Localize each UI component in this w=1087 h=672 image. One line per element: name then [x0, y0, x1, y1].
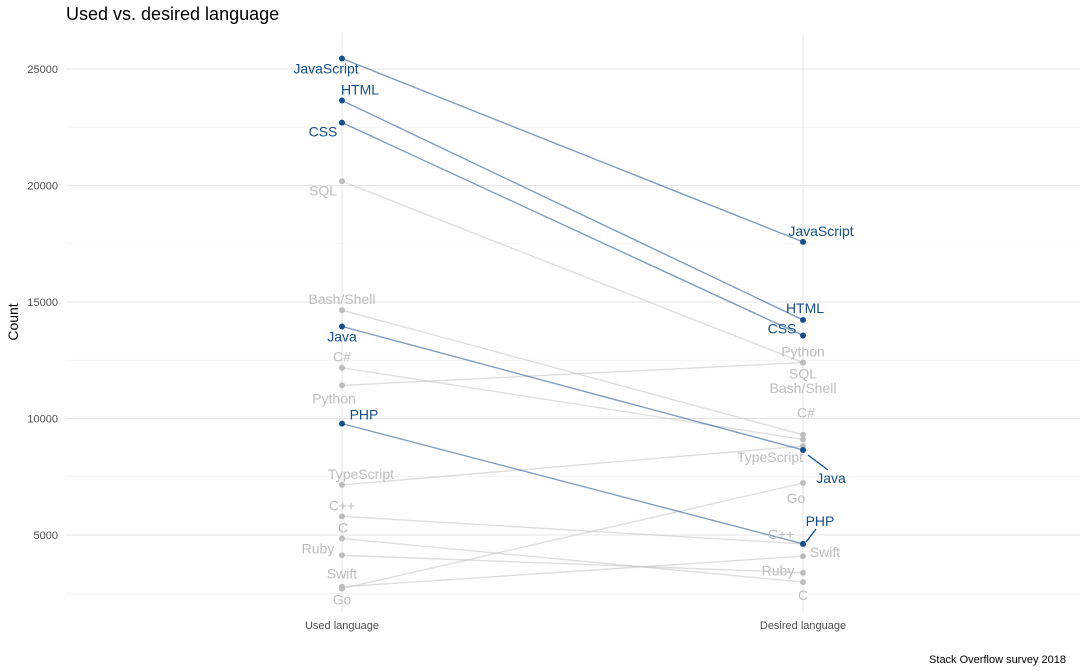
data-point	[800, 359, 806, 366]
data-point	[339, 97, 345, 104]
point-label: Python	[312, 390, 356, 406]
data-point	[339, 420, 345, 427]
data-point	[800, 332, 806, 339]
series-line	[341, 482, 804, 590]
data-point	[339, 535, 345, 542]
point-label: TypeScript	[328, 466, 394, 482]
point-label: CSS	[768, 321, 797, 337]
series-line	[341, 537, 804, 583]
data-points	[339, 55, 806, 592]
y-tick-label: 5000	[34, 530, 58, 542]
data-point	[800, 446, 806, 453]
data-point	[800, 579, 806, 586]
series-line	[341, 121, 804, 337]
point-label: Java	[327, 328, 357, 344]
series-line	[341, 99, 804, 321]
point-label: C	[798, 587, 808, 603]
data-point	[339, 513, 345, 520]
series-line	[341, 554, 804, 574]
y-tick-label: 25000	[27, 64, 58, 76]
series-line	[341, 555, 804, 588]
point-label: C++	[329, 497, 355, 513]
series-line	[341, 57, 804, 243]
data-point	[800, 316, 806, 323]
series-line	[341, 361, 804, 387]
series-line	[341, 325, 804, 451]
series-line	[341, 309, 804, 436]
point-label: Swift	[810, 544, 840, 560]
chart-caption: Stack Overflow survey 2018	[929, 654, 1066, 666]
chart-title: Used vs. desired language	[66, 4, 279, 24]
y-tick-label: 20000	[27, 181, 58, 193]
data-point	[800, 431, 806, 438]
x-axis-ticks: Used language Desired language	[305, 620, 846, 632]
data-point	[800, 480, 806, 487]
point-label: Ruby	[302, 540, 335, 556]
point-label: Go	[787, 490, 806, 506]
series-line	[341, 367, 804, 441]
point-label: Bash/Shell	[770, 380, 837, 396]
point-label: C++	[768, 526, 794, 542]
data-point	[339, 481, 345, 488]
data-point	[800, 553, 806, 560]
data-point	[800, 238, 806, 245]
data-point	[339, 364, 345, 371]
grid-lines	[66, 33, 1080, 612]
point-label: TypeScript	[737, 449, 803, 465]
point-label: SQL	[309, 182, 337, 198]
data-point	[339, 178, 345, 185]
series-lines	[341, 57, 804, 590]
data-point	[339, 382, 345, 389]
data-point	[800, 540, 806, 547]
point-label: PHP	[350, 407, 379, 423]
y-axis-ticks: 5000 10000 15000 20000 25000	[27, 64, 58, 542]
series-line	[341, 515, 804, 545]
y-axis-title: Count	[5, 303, 21, 340]
data-point	[339, 119, 345, 126]
point-label: HTML	[786, 300, 824, 316]
point-label: CSS	[309, 124, 338, 140]
series-line	[341, 180, 804, 364]
point-labels: JavaScript JavaScript HTML HTML CSS CSS SQL SQL…	[293, 61, 853, 608]
point-label: Go	[333, 592, 352, 608]
point-label: C#	[797, 404, 815, 420]
point-label: JavaScript	[293, 61, 358, 77]
data-point	[339, 307, 345, 314]
point-label: Ruby	[762, 563, 795, 579]
point-label: JavaScript	[788, 223, 853, 239]
data-point	[800, 436, 806, 443]
point-label: Python	[781, 344, 825, 360]
data-point	[339, 55, 345, 62]
series-line	[341, 422, 804, 545]
point-label: PHP	[806, 513, 835, 529]
point-label: C#	[333, 349, 351, 365]
point-label: Bash/Shell	[309, 291, 376, 307]
point-label: C	[338, 519, 348, 535]
x-tick-label: Desired language	[760, 620, 846, 632]
label-leader-line	[807, 454, 829, 471]
y-tick-label: 10000	[27, 414, 58, 426]
data-point	[339, 585, 345, 592]
data-point	[800, 569, 806, 576]
x-tick-label: Used language	[305, 620, 379, 632]
point-label: SQL	[789, 366, 817, 382]
point-label: Swift	[327, 566, 357, 582]
point-label: HTML	[341, 81, 379, 97]
data-point	[339, 323, 345, 330]
series-line	[341, 445, 804, 486]
data-point	[339, 552, 345, 559]
label-leader-line	[805, 528, 817, 543]
y-tick-label: 15000	[27, 297, 58, 309]
point-label: Java	[816, 470, 846, 486]
